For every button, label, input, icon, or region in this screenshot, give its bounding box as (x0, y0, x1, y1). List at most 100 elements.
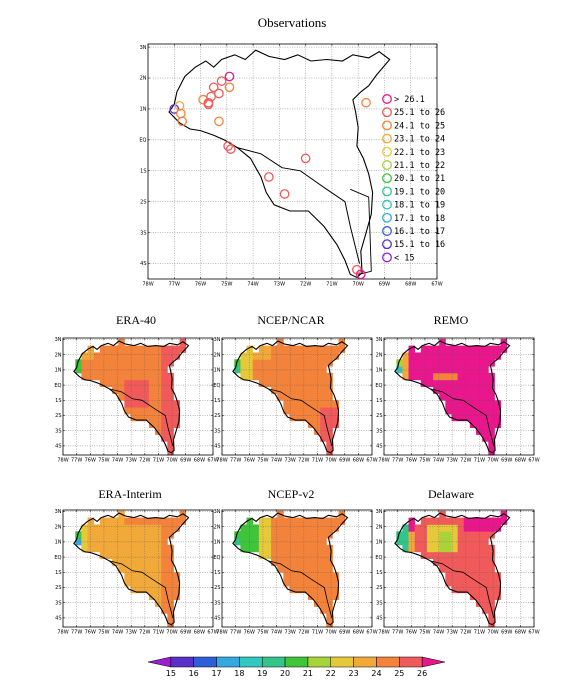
field-cell (451, 352, 459, 360)
field-cell (161, 558, 168, 566)
legend-marker (382, 94, 392, 104)
lon-tick-label: 68W (515, 458, 526, 464)
field-cell (283, 359, 290, 367)
lat-tick-label: 3S (55, 428, 61, 434)
field-cell (426, 345, 434, 353)
field-cell (433, 544, 440, 553)
lon-tick-label: 70W (166, 458, 177, 464)
field-cell (488, 413, 495, 422)
lon-tick-label: 76W (244, 458, 255, 464)
legend-label: < 15 (394, 253, 414, 263)
field-cell (112, 544, 119, 553)
field-cell (124, 386, 131, 394)
field-cell (240, 524, 247, 532)
lat-tick-label: 3N (55, 509, 62, 515)
lon-tick-label: 78W (216, 630, 227, 636)
field-cell (332, 592, 339, 601)
legend-marker (382, 252, 392, 263)
field-cell (142, 379, 150, 388)
lat-tick-label: 1N (214, 368, 221, 374)
field-cell (118, 524, 125, 532)
field-cell (326, 441, 333, 449)
field-cell (167, 592, 174, 601)
panel-ncep-ncar: 78W 77W 76W 75W 74W 73W 72W 71W 70W 69W 68W 67W 3N 2N… (213, 337, 377, 463)
panel-title-era-interim: ERA-Interim (98, 487, 162, 501)
field-cell (301, 558, 309, 566)
field-cell (457, 407, 465, 415)
station-marker (224, 82, 235, 93)
basin-outline (73, 512, 190, 626)
field-cell (488, 544, 495, 553)
lat-tick-label: 1S (214, 398, 220, 404)
lon-tick-label: 78W (216, 458, 227, 464)
field-cell (167, 386, 174, 394)
lat-tick-label: 2N (214, 352, 221, 358)
field-cell (264, 524, 272, 532)
field-cell (476, 386, 483, 394)
lat-tick-label: 1N (214, 540, 221, 546)
field-cell (420, 544, 428, 553)
field-cell (271, 551, 278, 560)
field-cell (295, 400, 303, 408)
lon-tick-label: 70W (325, 458, 336, 464)
field-cell (99, 372, 107, 381)
field-cell (105, 352, 113, 360)
field-cell (167, 585, 174, 594)
field-cell (314, 393, 321, 401)
lat-tick-label: 2S (376, 413, 382, 419)
field-cell (258, 531, 266, 539)
station-marker (300, 153, 311, 164)
field-cells (396, 510, 508, 628)
field-cell (124, 572, 131, 580)
field-cell (500, 517, 508, 525)
field-cell (307, 558, 315, 566)
field-cell (301, 359, 309, 367)
field-cell (482, 606, 489, 614)
field-cell (271, 538, 278, 546)
field-cell (87, 359, 95, 367)
field-cell (463, 407, 471, 415)
field-cell (463, 366, 471, 374)
panel-era-interim: 78W 77W 76W 75W 74W 73W 72W 71W 70W 69W 68W 67W 3N 2N… (54, 509, 218, 635)
field-cell (295, 393, 303, 401)
field-cell (482, 345, 489, 353)
field-cell (307, 531, 315, 539)
panel-title-remo: REMO (433, 313, 469, 327)
field-cell (326, 345, 333, 353)
field-cell (420, 538, 428, 546)
field-cell (277, 531, 284, 539)
field-cell (301, 524, 309, 532)
field-cell (451, 585, 459, 594)
field-cell (433, 372, 440, 381)
field-cell (99, 359, 107, 367)
field-cell (277, 372, 284, 381)
field-cell (301, 579, 309, 587)
field-cell (277, 359, 284, 367)
lon-tick-label: 68W (194, 630, 205, 636)
colorbar-swatch (239, 656, 263, 668)
field-cell (118, 393, 125, 401)
field-cell (118, 558, 125, 566)
field-cell (240, 352, 247, 360)
lon-tick-label: 75W (98, 458, 109, 464)
field-cell (445, 531, 452, 539)
field-cell (433, 379, 440, 388)
field-cell (161, 345, 168, 353)
field-cell (301, 366, 309, 374)
field-cell (463, 379, 471, 388)
field-cell (301, 538, 309, 546)
border-line (268, 560, 333, 619)
field-cell (271, 524, 278, 532)
field-cell (408, 538, 416, 546)
field-cell (130, 558, 138, 566)
field-cell (445, 544, 452, 553)
colorbar-swatch (284, 656, 309, 668)
colorbar-label: 20 (280, 669, 290, 678)
lon-tick-label: 74W (112, 458, 123, 464)
field-cell (463, 524, 471, 532)
field-cell (426, 544, 434, 553)
field-cell (81, 352, 88, 360)
station-marker (223, 141, 233, 151)
field-cell (482, 434, 489, 442)
field-cell (326, 544, 333, 553)
